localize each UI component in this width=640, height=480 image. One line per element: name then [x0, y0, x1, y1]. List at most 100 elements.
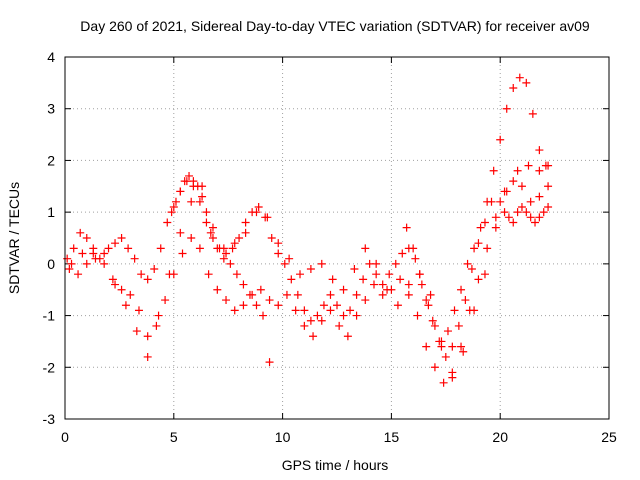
data-point [226, 259, 235, 268]
data-point [328, 275, 337, 284]
data-point [100, 249, 109, 258]
data-point [480, 218, 489, 227]
x-tick-label: 15 [384, 429, 400, 445]
data-point [435, 337, 444, 346]
plot-frame [64, 56, 610, 420]
data-point [517, 182, 526, 191]
data-point [474, 239, 483, 248]
data-point [187, 197, 196, 206]
data-point [443, 327, 452, 336]
data-point [280, 259, 289, 268]
data-point [515, 73, 524, 82]
data-point [319, 301, 328, 310]
data-point [163, 218, 172, 227]
data-point [252, 208, 261, 217]
y-tick-label: -3 [43, 411, 56, 427]
data-point [463, 259, 472, 268]
x-tick-label: 0 [61, 429, 69, 445]
series-2 [65, 177, 553, 387]
data-point [448, 373, 457, 382]
data-point [383, 285, 392, 294]
data-point [544, 202, 553, 211]
data-point [111, 280, 120, 289]
data-point [428, 316, 437, 325]
data-point [439, 378, 448, 387]
data-point [326, 306, 335, 315]
data-point [426, 290, 435, 299]
data-point [65, 265, 74, 274]
data-point [230, 306, 239, 315]
data-point [526, 213, 535, 222]
data-point [185, 171, 194, 180]
data-point [219, 254, 228, 263]
y-tick-label: -2 [43, 359, 56, 375]
data-point [202, 208, 211, 217]
data-point [404, 280, 413, 289]
data-point [398, 249, 407, 258]
data-point [470, 306, 479, 315]
data-point [417, 280, 426, 289]
data-point [204, 270, 213, 279]
data-point [430, 321, 439, 330]
data-point [441, 352, 450, 361]
data-point [306, 316, 315, 325]
data-point [104, 244, 113, 253]
data-point [274, 301, 283, 310]
data-point [180, 177, 189, 186]
data-point [422, 296, 431, 305]
data-point [143, 275, 152, 284]
data-point [171, 197, 180, 206]
ticks-layer: 0 5 10 15 20 25 -3 -2 -1 0 1 2 3 4 [43, 49, 617, 445]
data-point [263, 213, 272, 222]
data-point [480, 270, 489, 279]
data-point [483, 244, 492, 253]
data-point [132, 327, 141, 336]
data-point [130, 254, 139, 263]
data-point [496, 197, 505, 206]
data-point [361, 296, 370, 305]
data-point [359, 275, 368, 284]
data-point [282, 290, 291, 299]
data-point [372, 259, 381, 268]
data-point [346, 306, 355, 315]
data-point [313, 311, 322, 320]
data-point [502, 104, 511, 113]
data-point [350, 265, 359, 274]
data-point [535, 192, 544, 201]
data-point [454, 321, 463, 330]
x-tick-label: 5 [170, 429, 178, 445]
data-point [265, 358, 274, 367]
data-point [208, 223, 217, 232]
data-point [413, 311, 422, 320]
data-point [385, 270, 394, 279]
data-point [124, 244, 133, 253]
data-point [126, 290, 135, 299]
data-point [448, 342, 457, 351]
data-point [513, 208, 522, 217]
data-point [230, 239, 239, 248]
data-point [117, 285, 126, 294]
data-point [274, 249, 283, 258]
data-point [504, 213, 513, 222]
data-point [409, 244, 418, 253]
data-point [361, 244, 370, 253]
grid-layer [65, 57, 609, 419]
data-point [195, 197, 204, 206]
data-point [206, 228, 215, 237]
data-point [509, 84, 518, 93]
data-point [333, 301, 341, 310]
data-point [544, 182, 553, 191]
data-point [509, 218, 518, 227]
data-point [544, 161, 553, 170]
data-point [117, 234, 126, 242]
data-point [82, 259, 91, 268]
data-points-layer [63, 73, 553, 387]
x-tick-label: 10 [275, 429, 291, 445]
series-1 [63, 73, 550, 346]
data-point [108, 275, 117, 284]
data-point [285, 254, 294, 263]
data-point [165, 270, 174, 279]
data-point [69, 244, 78, 253]
data-point [176, 228, 185, 237]
